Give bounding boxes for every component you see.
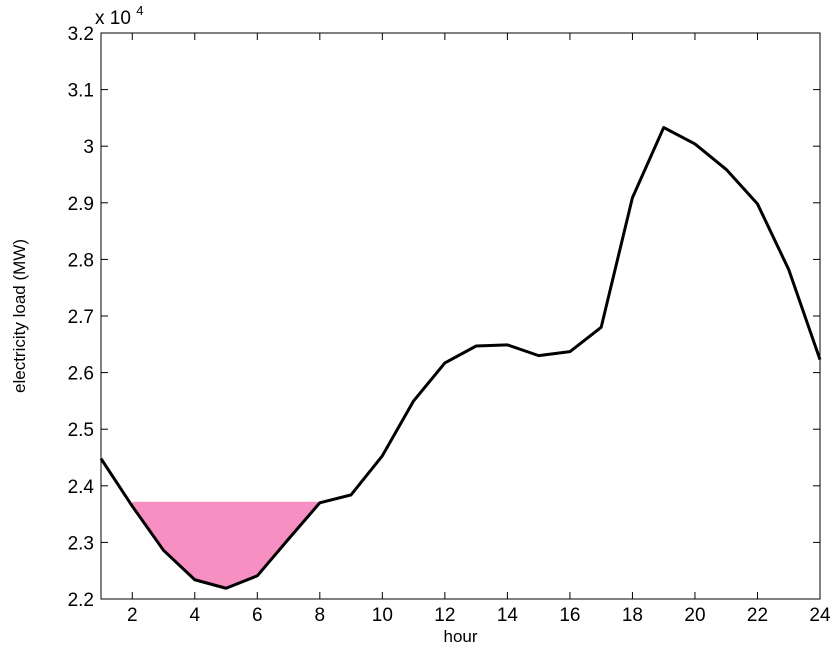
y-tick-label: 2.8 [68,250,94,271]
x-tick-label: 16 [559,605,580,626]
x-tick-label: 10 [372,605,393,626]
series-line [99,126,822,590]
x-tick-label: 22 [747,605,768,626]
x-tick-label: 18 [622,605,643,626]
y-tick-label: 2.3 [68,533,94,554]
series-line-layer [99,126,822,590]
x-tick-label: 12 [434,605,455,626]
y-axis-exponent: x 10 4 [95,3,143,29]
x-tick-label: 2 [127,605,138,626]
x-axis-ticks: 2 4 6 8 10 12 14 16 18 20 22 24 [127,33,831,626]
y-tick-label: 2.7 [68,307,94,328]
y-tick-label: 3.1 [68,81,94,102]
y-tick-label: 2.4 [68,477,95,498]
x-tick-label: 14 [497,605,519,626]
x-tick-label: 4 [189,605,200,626]
valley-fill-area [132,501,320,589]
x-tick-label: 20 [684,605,705,626]
x-tick-label: 8 [315,605,326,626]
y-exponent-power: 4 [136,3,143,18]
y-axis-ticks: 2.2 2.3 2.4 2.5 2.6 2.7 2.8 2.9 3 3.1 3.2 [68,24,820,611]
y-tick-label: 2.9 [68,194,94,215]
y-tick-label: 2.2 [68,590,94,611]
y-tick-label: 2.6 [68,364,94,385]
fill-polygon [132,502,320,589]
y-exponent-base: x 10 [95,8,131,29]
x-tick-label: 6 [252,605,263,626]
y-tick-label: 3 [83,137,94,158]
x-axis-label: hour [443,627,477,646]
y-tick-label: 3.2 [68,24,94,45]
y-tick-label: 2.5 [68,420,94,441]
x-tick-label: 24 [809,605,831,626]
y-axis-label: electricity load (MW) [10,239,29,393]
